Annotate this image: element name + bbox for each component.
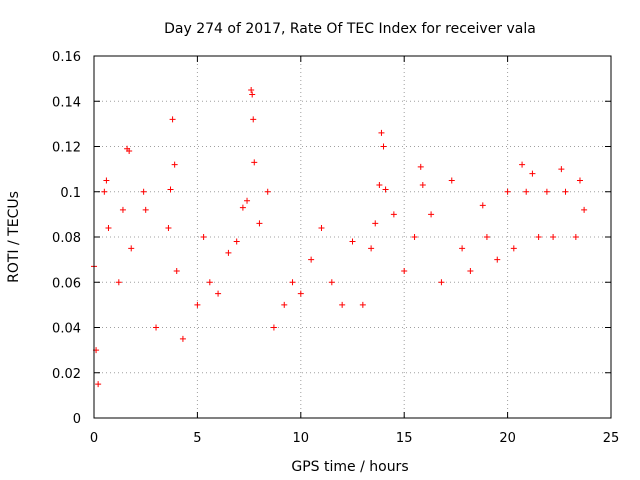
data-point <box>535 234 542 240</box>
data-point <box>140 188 147 195</box>
data-point <box>459 245 466 252</box>
data-point <box>289 279 296 286</box>
data-point <box>550 234 557 240</box>
data-point <box>318 224 325 231</box>
data-point <box>244 197 251 204</box>
y-tick-label: 0 <box>73 412 81 427</box>
data-point <box>250 116 257 123</box>
x-tick-label: 10 <box>293 431 310 446</box>
data-point <box>215 290 222 297</box>
data-point <box>328 279 335 286</box>
x-tick-label: 25 <box>603 431 620 446</box>
data-point <box>417 163 424 170</box>
data-point <box>105 224 112 231</box>
data-point <box>428 211 435 218</box>
data-point <box>372 220 379 227</box>
y-tick-label: 0.1 <box>60 186 81 201</box>
data-point <box>194 301 201 308</box>
data-point <box>401 267 408 274</box>
axis-ticks: 0 5 10 15 20 25 0 0.02 0.04 0.06 0.08 0.1 0.12 0.14 0.… <box>52 50 619 446</box>
y-tick-label: 0.12 <box>52 141 81 156</box>
data-point <box>376 181 383 188</box>
data-point <box>248 86 255 93</box>
data-point <box>339 301 346 308</box>
data-point <box>479 202 486 209</box>
x-tick-label: 15 <box>396 431 413 446</box>
data-point <box>249 91 256 98</box>
data-point <box>239 204 246 211</box>
data-point <box>200 234 207 240</box>
data-point <box>581 206 588 213</box>
data-point <box>504 188 511 195</box>
grid-lines <box>94 56 611 418</box>
data-point <box>270 324 277 331</box>
data-point <box>225 249 232 256</box>
data-point <box>167 186 174 193</box>
data-point <box>380 143 387 150</box>
data-point <box>264 188 271 195</box>
data-point <box>126 148 133 155</box>
y-tick-label: 0.08 <box>52 231 81 246</box>
data-point <box>115 279 122 286</box>
data-point <box>165 224 172 231</box>
data-point <box>103 177 110 184</box>
data-point <box>101 188 108 195</box>
data-point <box>467 267 474 274</box>
y-axis-title: ROTI / TECUs <box>6 191 22 283</box>
data-point <box>297 290 304 297</box>
data-point <box>179 335 186 342</box>
data-point <box>359 301 366 308</box>
data-point <box>438 279 445 286</box>
data-point <box>173 267 180 274</box>
x-tick-label: 5 <box>193 431 201 446</box>
data-point <box>572 234 579 240</box>
data-point <box>411 234 418 240</box>
data-point <box>206 279 213 286</box>
data-point <box>128 245 135 252</box>
x-axis-title: GPS time / hours <box>291 459 408 475</box>
data-point <box>519 161 526 168</box>
data-point <box>95 381 102 388</box>
data-point <box>576 177 583 184</box>
data-point <box>368 245 375 252</box>
y-tick-label: 0.04 <box>52 322 81 337</box>
x-tick-label: 20 <box>499 431 516 446</box>
x-tick-label: 0 <box>90 431 98 446</box>
data-point <box>251 159 258 166</box>
data-point <box>378 129 385 136</box>
data-point <box>233 238 240 245</box>
data-point <box>171 161 178 168</box>
data-point <box>523 188 530 195</box>
data-point <box>483 234 490 240</box>
data-point <box>382 186 389 193</box>
data-point <box>558 166 565 173</box>
data-point <box>390 211 397 218</box>
chart-title: Day 274 of 2017, Rate Of TEC Index for r… <box>164 21 536 37</box>
y-tick-label: 0.02 <box>52 367 81 382</box>
y-tick-label: 0.06 <box>52 276 81 291</box>
data-points <box>91 86 588 388</box>
data-point <box>448 177 455 184</box>
data-point <box>349 238 356 245</box>
y-tick-label: 0.14 <box>52 95 81 110</box>
data-point <box>169 116 176 123</box>
data-point <box>119 206 126 213</box>
data-point <box>308 256 315 263</box>
data-point <box>494 256 501 263</box>
y-tick-label: 0.16 <box>52 50 81 65</box>
data-point <box>419 181 426 188</box>
data-point <box>510 245 517 252</box>
data-point <box>256 220 263 227</box>
data-point <box>281 301 288 308</box>
data-point <box>529 170 536 177</box>
data-point <box>153 324 160 331</box>
data-point <box>562 188 569 195</box>
data-point <box>543 188 550 195</box>
data-point <box>142 206 149 213</box>
